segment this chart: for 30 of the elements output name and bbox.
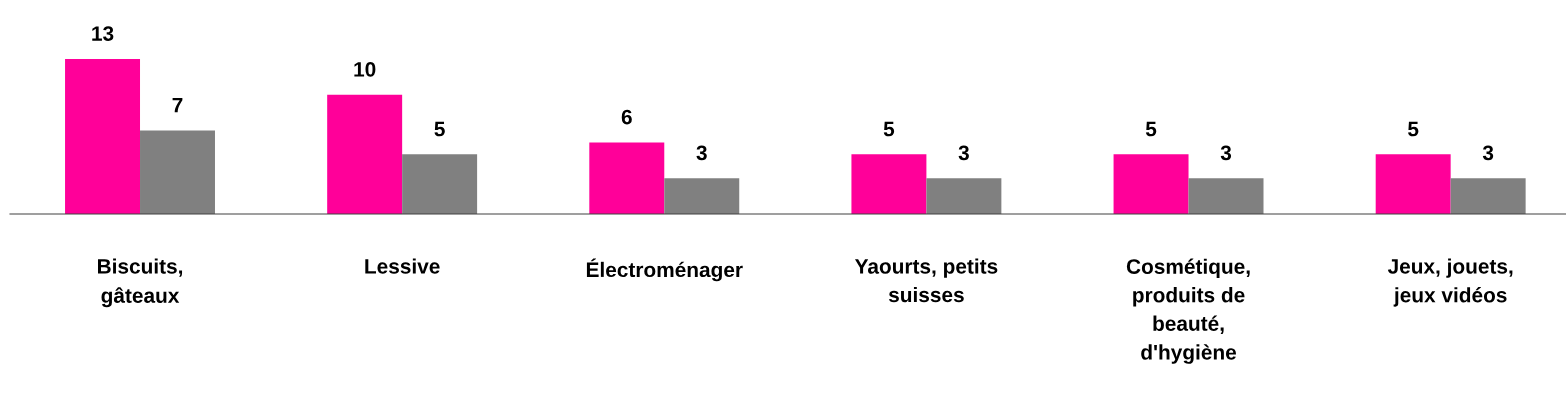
bar [589, 142, 665, 214]
data-label: 7 [172, 97, 183, 113]
x-tick-label: Lessive [365, 258, 440, 274]
bar [402, 154, 478, 214]
bar [1188, 178, 1264, 214]
data-label: 13 [92, 26, 114, 41]
data-label: 6 [621, 109, 632, 125]
data-label: 5 [434, 121, 445, 137]
data-label: 3 [696, 145, 707, 161]
bar [1450, 178, 1526, 214]
data-label: 5 [1408, 121, 1419, 137]
x-tick-label: Cosmétique, produits de beauté, d'hygiène [1126, 258, 1250, 364]
bar [851, 154, 927, 214]
x-tick-label: Jeux, jouets, jeux vidéos [1387, 258, 1513, 307]
x-tick-label: Électroménager [586, 258, 743, 282]
data-label: 5 [883, 121, 895, 137]
bar [1375, 154, 1451, 214]
data-label: 3 [1482, 145, 1494, 161]
bar [140, 130, 215, 214]
bar [926, 178, 1002, 214]
bar [664, 178, 740, 214]
x-tick-label: Yaourts, petits suisses [854, 258, 998, 303]
data-label: 5 [1145, 121, 1157, 137]
bar [327, 94, 403, 214]
data-label: 3 [958, 145, 969, 161]
data-label: 10 [354, 61, 376, 77]
x-tick-label: Biscuits, gâteaux [98, 258, 183, 308]
data-label: 3 [1220, 145, 1232, 161]
bar [65, 58, 141, 214]
bar [1113, 154, 1189, 214]
